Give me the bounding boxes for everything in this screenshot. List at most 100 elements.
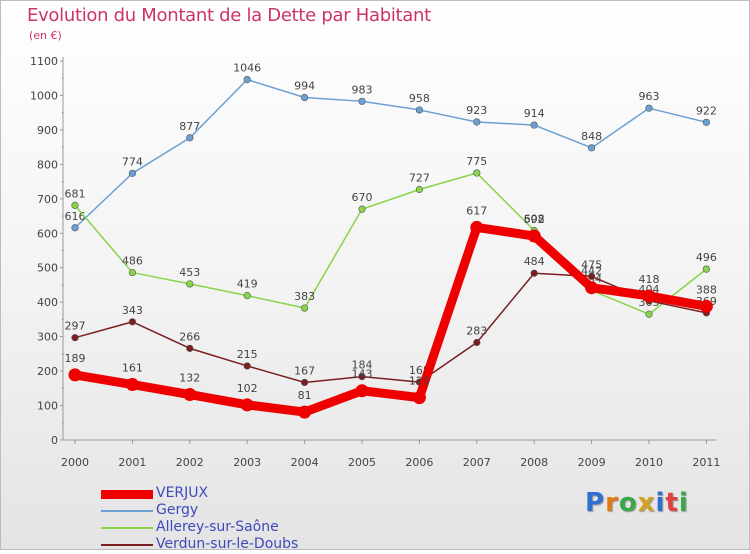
data-point bbox=[473, 338, 481, 347]
data-point bbox=[186, 134, 194, 142]
x-tick-label: 2004 bbox=[291, 456, 319, 469]
y-tick-label: 300 bbox=[37, 331, 58, 344]
data-point bbox=[702, 118, 711, 126]
legend-item-verjux: VERJUX bbox=[101, 485, 361, 503]
data-point bbox=[527, 229, 541, 243]
data-label: 266 bbox=[179, 330, 200, 343]
data-point bbox=[128, 318, 136, 326]
logo-letter: i bbox=[678, 488, 689, 518]
data-point bbox=[587, 272, 596, 280]
y-tick-label: 500 bbox=[37, 262, 58, 275]
x-tick-label: 2003 bbox=[233, 456, 261, 469]
x-tick-label: 2002 bbox=[176, 456, 204, 469]
legend-item-gergy: Gergy bbox=[101, 502, 361, 520]
x-tick-label: 2008 bbox=[520, 456, 548, 469]
data-label: 496 bbox=[696, 251, 717, 264]
data-point bbox=[412, 391, 426, 405]
data-label: 123 bbox=[409, 375, 430, 388]
logo-letter: P bbox=[585, 488, 606, 518]
y-tick-label: 800 bbox=[37, 158, 58, 171]
data-point bbox=[301, 93, 309, 102]
data-label: 486 bbox=[122, 255, 143, 268]
y-tick-label: 1100 bbox=[30, 55, 58, 68]
data-point bbox=[298, 405, 312, 419]
data-point bbox=[301, 304, 309, 312]
data-label: 419 bbox=[237, 278, 258, 291]
data-point bbox=[240, 398, 254, 412]
legend-label: VERJUX bbox=[156, 485, 209, 501]
data-point bbox=[642, 289, 656, 303]
data-point bbox=[301, 378, 309, 387]
data-point bbox=[243, 292, 251, 300]
legend-item-allerey: Allerey-sur-Saône bbox=[101, 519, 361, 537]
series-line-verjux bbox=[70, 222, 711, 417]
data-label: 958 bbox=[409, 92, 430, 105]
legend-swatch bbox=[101, 490, 153, 499]
data-point bbox=[355, 384, 369, 398]
y-tick-label: 200 bbox=[37, 365, 58, 378]
data-point bbox=[243, 362, 251, 370]
data-point bbox=[415, 106, 424, 114]
data-point bbox=[358, 373, 366, 381]
y-tick-label: 1000 bbox=[30, 89, 58, 102]
data-label: 775 bbox=[466, 155, 487, 168]
data-label: 343 bbox=[122, 304, 143, 317]
data-label: 608 bbox=[524, 213, 545, 226]
data-label: 189 bbox=[65, 352, 86, 365]
data-label: 143 bbox=[352, 368, 373, 381]
data-point bbox=[415, 185, 424, 194]
data-label: 983 bbox=[352, 83, 373, 96]
data-point bbox=[68, 368, 82, 382]
data-point bbox=[358, 205, 366, 213]
data-label: 283 bbox=[466, 324, 487, 337]
data-point bbox=[530, 269, 538, 277]
y-tick-label: 100 bbox=[37, 400, 58, 413]
legend-label: Allerey-sur-Saône bbox=[156, 519, 279, 535]
data-point bbox=[183, 388, 197, 402]
data-point bbox=[71, 201, 79, 209]
logo-letter: i bbox=[655, 488, 666, 518]
data-point bbox=[473, 118, 481, 126]
x-tick-label: 2007 bbox=[463, 456, 491, 469]
series-line-allerey-sur-sa-ne bbox=[74, 172, 708, 315]
y-tick-label: 900 bbox=[37, 124, 58, 137]
y-tick-label: 600 bbox=[37, 227, 58, 240]
data-label: 184 bbox=[352, 359, 373, 372]
data-point bbox=[473, 169, 481, 177]
proxiti-logo: Proxiti bbox=[585, 488, 689, 518]
data-label: 161 bbox=[122, 362, 143, 375]
data-label: 475 bbox=[581, 258, 602, 271]
data-point bbox=[128, 268, 136, 277]
data-label: 442 bbox=[581, 265, 602, 278]
data-label: 681 bbox=[65, 187, 86, 200]
x-tick-label: 2009 bbox=[578, 456, 606, 469]
legend-swatch bbox=[101, 510, 153, 512]
data-label: 670 bbox=[352, 191, 373, 204]
chart-unit: (en €) bbox=[29, 29, 62, 42]
data-point bbox=[585, 281, 599, 295]
data-label: 963 bbox=[639, 90, 660, 103]
data-point bbox=[645, 104, 653, 112]
legend-swatch bbox=[101, 544, 153, 546]
data-point bbox=[702, 265, 711, 273]
data-label: 774 bbox=[122, 155, 143, 168]
data-point bbox=[71, 334, 79, 342]
series-line-verdun-sur-le-doubs bbox=[74, 272, 708, 384]
data-label: 848 bbox=[581, 130, 602, 143]
data-point bbox=[699, 299, 713, 313]
data-label: 383 bbox=[294, 290, 315, 303]
data-point bbox=[470, 220, 484, 234]
data-label: 727 bbox=[409, 172, 430, 185]
y-tick-label: 700 bbox=[37, 193, 58, 206]
logo-letter: o bbox=[618, 488, 638, 518]
data-point bbox=[186, 280, 194, 288]
data-point bbox=[530, 121, 538, 129]
x-tick-label: 2000 bbox=[61, 456, 89, 469]
data-label: 453 bbox=[179, 266, 200, 279]
data-label: 297 bbox=[65, 320, 86, 333]
legend: VERJUX Gergy Allerey-sur-Saône Verdun-su… bbox=[101, 485, 361, 554]
legend-item-verdun: Verdun-sur-le-Doubs bbox=[101, 536, 361, 554]
legend-label: Verdun-sur-le-Doubs bbox=[156, 536, 299, 552]
